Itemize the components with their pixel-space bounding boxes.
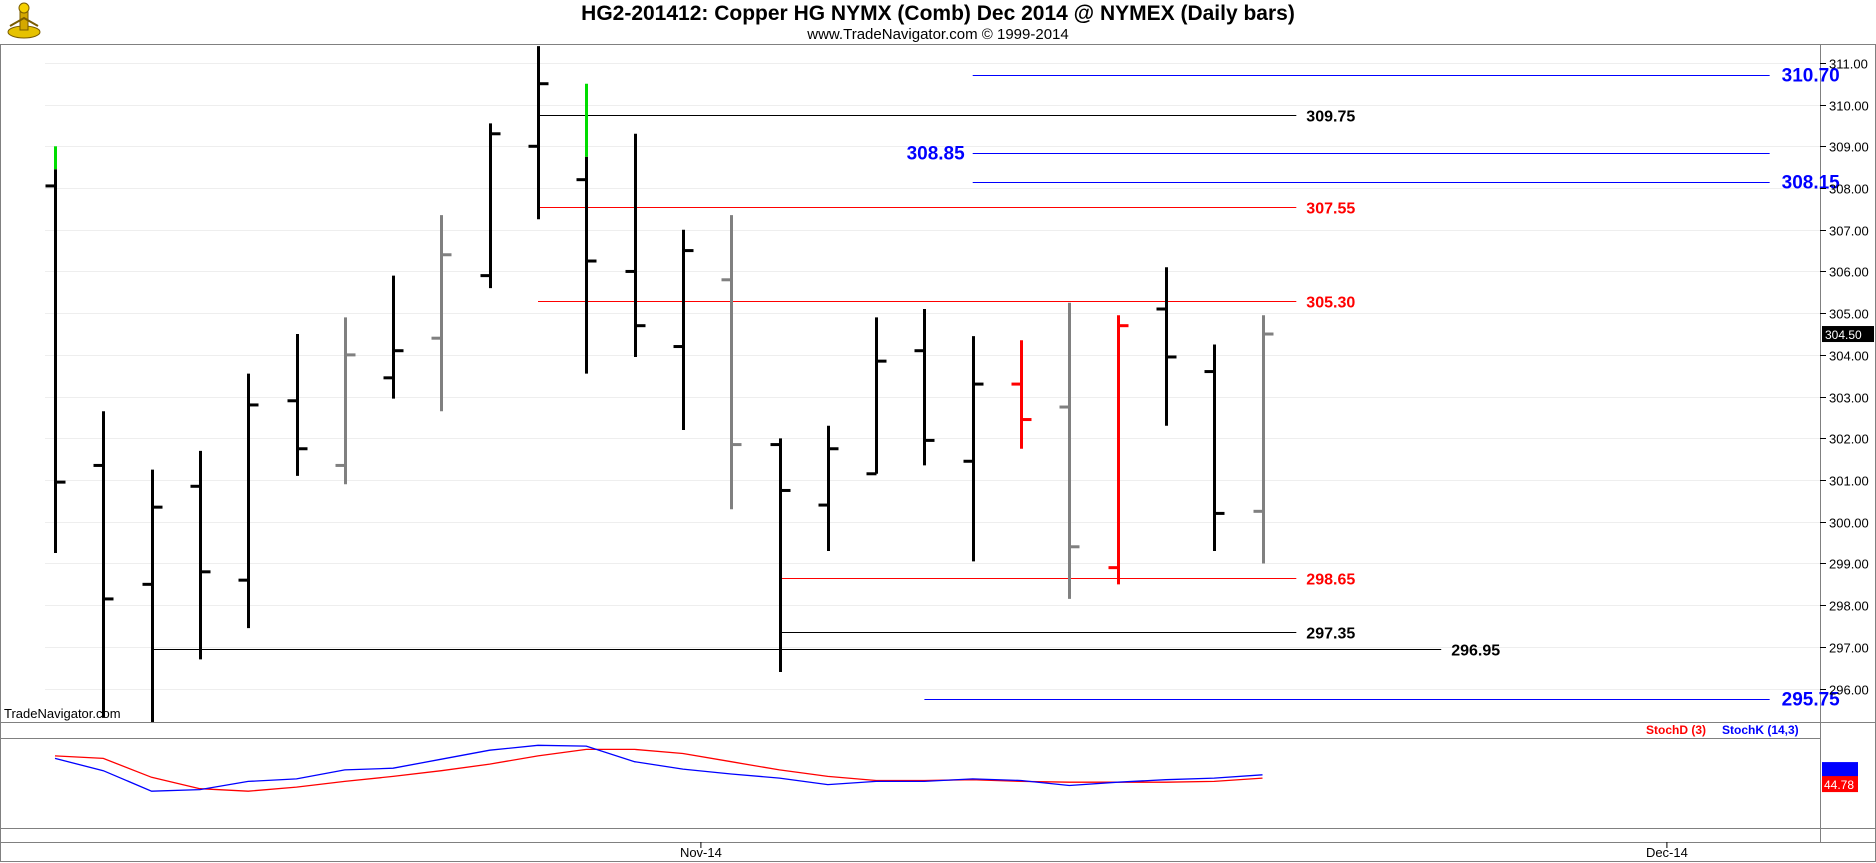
price-levels: 310.70309.75308.85308.15307.55305.30298.… <box>151 66 1841 711</box>
stoch-line <box>54 748 1263 792</box>
x-tick-label: Dec-14 <box>1646 845 1688 860</box>
y-tick-label: 296.00 <box>1829 683 1869 698</box>
level-label: 297.35 <box>1306 626 1355 643</box>
y-tick-label: 303.00 <box>1829 391 1869 406</box>
y-tick-label: 306.00 <box>1829 265 1869 280</box>
price-axis: 296.00 297.00 298.00 299.00 300.00 301.00 302.… <box>1820 57 1874 698</box>
level-label: 298.65 <box>1306 572 1355 589</box>
last-price-flag <box>1822 326 1874 343</box>
chart-subtitle: www.TradeNavigator.com © 1999-2014 <box>807 26 1069 43</box>
app-logo-icon <box>4 2 44 42</box>
level-label: 295.75 <box>1782 690 1841 711</box>
level-label: 308.85 <box>907 144 966 165</box>
price-bars <box>45 46 1274 722</box>
y-tick-label: 299.00 <box>1829 557 1869 572</box>
y-tick-label: 301.00 <box>1829 474 1869 489</box>
watermark: TradeNavigator.com <box>4 706 121 721</box>
y-tick-label: 297.00 <box>1829 641 1869 656</box>
stoch-flag-red <box>1822 776 1858 793</box>
level-label: 307.55 <box>1306 201 1355 218</box>
y-tick-label: 310.00 <box>1829 99 1869 114</box>
y-tick-label: 311.00 <box>1829 57 1868 72</box>
y-tick-label: 300.00 <box>1829 516 1869 531</box>
y-tick-label: 307.00 <box>1829 224 1869 239</box>
y-tick-label: 298.00 <box>1829 599 1869 614</box>
last-price-label: 304.50 <box>1825 328 1862 342</box>
x-tick-label: Nov-14 <box>680 845 722 860</box>
stochastic-panel: 44.78 <box>54 744 1858 793</box>
chart-title: HG2-201412: Copper HG NYMX (Comb) Dec 20… <box>581 2 1295 25</box>
y-tick-label: 305.00 <box>1829 307 1869 322</box>
chart-frame <box>0 44 1876 862</box>
level-label: 310.70 <box>1782 66 1840 87</box>
level-label: 309.75 <box>1306 109 1355 126</box>
price-grid <box>45 63 1820 690</box>
y-tick-label: 309.00 <box>1829 140 1869 155</box>
stoch-line <box>54 744 1263 792</box>
stochk-legend: StochK (14,3) <box>1722 723 1799 737</box>
y-tick-label: 302.00 <box>1829 432 1869 447</box>
time-axis: Nov-14 Dec-14 <box>680 842 1688 860</box>
stoch-value-label: 44.78 <box>1824 778 1854 792</box>
y-tick-label: 304.00 <box>1829 349 1869 364</box>
stochd-legend: StochD (3) <box>1646 723 1706 737</box>
level-label: 305.30 <box>1306 295 1355 312</box>
stoch-flag-blue <box>1822 762 1858 779</box>
level-label: 296.95 <box>1451 643 1500 660</box>
y-tick-label: 308.00 <box>1829 182 1869 197</box>
